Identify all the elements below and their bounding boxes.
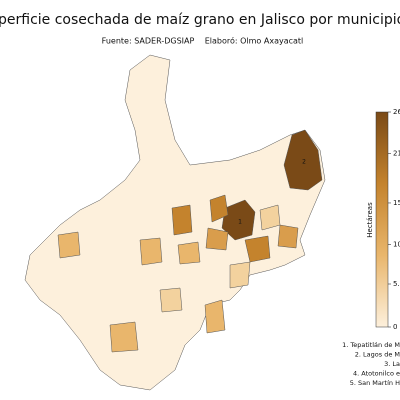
- colorbar-tick-label: 15: [393, 199, 400, 207]
- municipality: [109, 321, 139, 353]
- ranking-item: 1. Tepatitlán de M: [342, 341, 400, 349]
- municipality: [259, 204, 281, 231]
- municipality: [204, 299, 226, 334]
- ranking-item: 3. La: [384, 360, 400, 368]
- jalisco-map: 1 2: [24, 54, 326, 391]
- municipality: [205, 227, 229, 251]
- colorbar: Hectáreas 0 5.2 10 15 21 26: [366, 108, 400, 331]
- colorbar-tick-label: 26: [393, 108, 400, 116]
- municipality: [171, 204, 193, 236]
- colorbar-tick-label: 0: [393, 323, 397, 331]
- municipality: [159, 287, 183, 313]
- colorbar-gradient: [375, 111, 389, 328]
- map-label: 1: [238, 219, 242, 226]
- ranking-list: 1. Tepatitlán de M 2. Lagos de M3. La 4. A…: [342, 341, 400, 387]
- municipality: [221, 199, 256, 241]
- municipality: [283, 129, 323, 191]
- author: Elaboró: Olmo Axayacatl: [205, 36, 304, 46]
- municipality: [244, 235, 271, 263]
- map-title: perficie cosechada de maíz grano en Jali…: [0, 12, 400, 28]
- ranking-item: 2. Lagos de M: [355, 351, 400, 359]
- map-label: 2: [302, 159, 306, 166]
- municipality: [277, 224, 299, 249]
- source: Fuente: SADER-DGSIAP: [102, 37, 195, 46]
- municipality: [209, 194, 229, 223]
- municipality: [177, 241, 201, 265]
- municipality: [229, 261, 251, 289]
- colorbar-label: Hectáreas: [366, 202, 374, 238]
- ranking-item: 4. Atotonilco e: [353, 370, 400, 378]
- municipality: [139, 237, 163, 266]
- colorbar-tick-label: 10: [393, 240, 400, 248]
- ranking-item: 5. San Martín H: [350, 379, 400, 387]
- colorbar-tick-label: 21: [393, 149, 400, 157]
- municipality: [57, 231, 81, 259]
- colorbar-tick-label: 5.2: [393, 280, 400, 288]
